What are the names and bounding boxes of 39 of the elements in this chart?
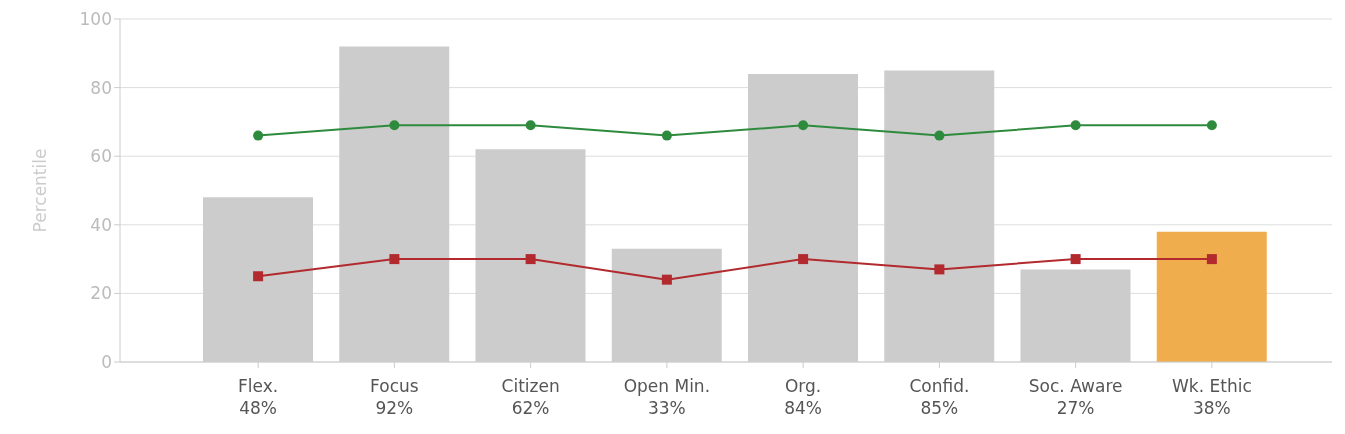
point (798, 120, 809, 131)
data-label: 38% (1192, 398, 1231, 418)
y-tick-label: 0 (101, 352, 112, 373)
point (389, 254, 400, 265)
x-tick-label: Wk. Ethic (1172, 376, 1252, 396)
point (934, 264, 945, 275)
x-tick-label: Soc. Aware (1028, 376, 1123, 396)
x-tick-label: Citizen (501, 376, 560, 396)
x-tick-label: Focus (370, 376, 419, 396)
point (525, 120, 536, 131)
point (661, 130, 672, 141)
point (661, 274, 672, 285)
x-tick-label: Confid. (909, 376, 970, 396)
point (934, 130, 945, 141)
point (525, 254, 536, 265)
y-tick-label: 40 (90, 214, 112, 235)
x-tick-label: Org. (784, 376, 822, 396)
x-tick-label: Open Min. (623, 376, 711, 396)
y-tick-label: 80 (90, 77, 112, 98)
data-label: 62% (511, 398, 550, 418)
data-label: 85% (920, 398, 959, 418)
point (798, 254, 809, 265)
y-tick-label: 100 (79, 9, 112, 30)
point (1070, 254, 1081, 265)
y-tick-label: 20 (90, 283, 112, 304)
point (1070, 120, 1081, 131)
point (253, 271, 264, 282)
point (1206, 254, 1217, 265)
point (389, 120, 400, 131)
y-tick-label: 60 (90, 146, 112, 167)
data-label: 33% (647, 398, 686, 418)
bar (1156, 231, 1267, 362)
point (1206, 120, 1217, 131)
x-tick-label: Flex. (238, 376, 279, 396)
point (253, 130, 264, 141)
data-label: 92% (375, 398, 414, 418)
data-label: 84% (784, 398, 823, 418)
data-label: 27% (1056, 398, 1095, 418)
data-label: 48% (239, 398, 278, 418)
